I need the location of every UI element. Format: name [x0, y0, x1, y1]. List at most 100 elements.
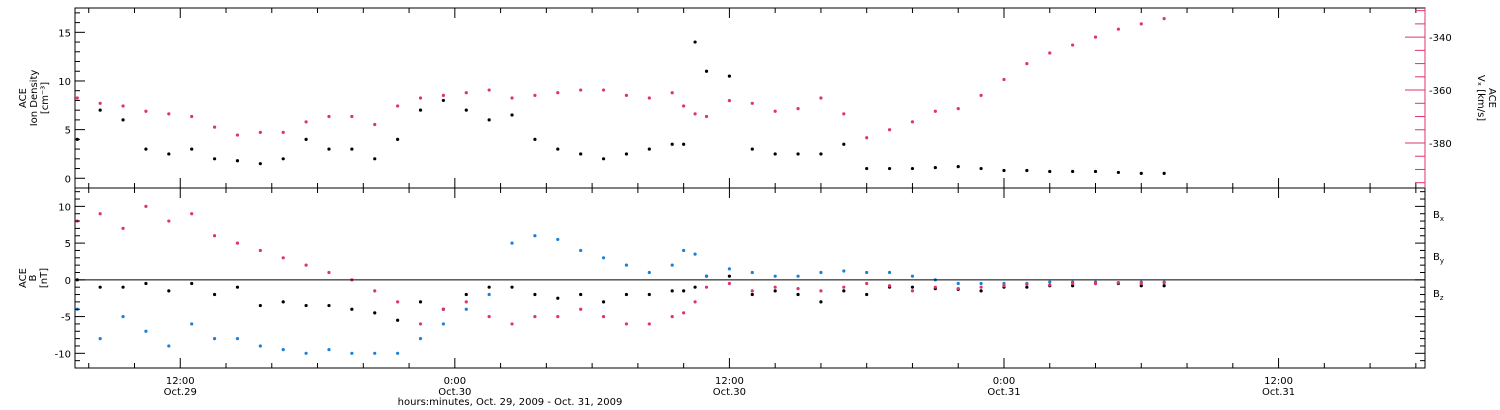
density-ylabel: ACE Ion Density [cm⁻³] [18, 70, 51, 127]
field-point-by [350, 351, 354, 355]
density-point [842, 142, 846, 146]
density-point [212, 157, 217, 161]
density-point [647, 147, 651, 151]
velocity-point [647, 96, 651, 100]
velocity-point [1093, 35, 1098, 39]
legend-by-base: B [1433, 252, 1440, 263]
field-point-by [624, 263, 629, 267]
field-point-bx [682, 289, 686, 293]
field-point-bx [693, 285, 697, 289]
field-point-bz [601, 314, 606, 319]
field-point-by [167, 344, 171, 348]
density-point [727, 74, 732, 78]
density-point [533, 137, 537, 141]
velocity-point [144, 109, 148, 113]
legend-bz: Bz [1433, 289, 1444, 302]
velocity-point [396, 104, 400, 108]
field-point-by [510, 241, 514, 245]
density-point [933, 165, 937, 170]
velocity-point [190, 114, 194, 119]
field-point-by [487, 292, 491, 297]
field-point-bx [533, 292, 537, 297]
velocity-y-tick-label: -360 [1429, 86, 1452, 97]
x-tick-label-date: Oct.31 [987, 387, 1020, 398]
velocity-point [887, 128, 892, 132]
legend-by: By [1433, 252, 1444, 265]
velocity-point [235, 133, 240, 137]
density-point [235, 159, 240, 163]
velocity-point [727, 99, 732, 103]
density-point [487, 118, 491, 122]
field-point-bz [258, 248, 262, 253]
field-point-bz [1116, 281, 1120, 285]
field-point-by [533, 234, 537, 238]
density-point [167, 152, 171, 156]
density-point [350, 147, 354, 151]
field-point-bx [842, 289, 846, 293]
field-point-bz [842, 285, 846, 289]
velocity-point [98, 101, 102, 105]
velocity-point [796, 106, 800, 111]
density-point [144, 147, 148, 151]
field-point-by [327, 348, 331, 352]
legend-bx: Bx [1433, 210, 1444, 223]
density-point [1048, 169, 1052, 174]
density-ylabel-line2: Ion Density [29, 70, 40, 127]
field-point-bz [1093, 281, 1098, 286]
density-point [956, 164, 960, 169]
density-point [464, 108, 468, 112]
field-point-bx [98, 285, 102, 289]
field-point-by [235, 337, 240, 341]
field-point-bx [819, 300, 823, 304]
field-point-by [121, 314, 125, 319]
density-ylabel-line3: [cm⁻³] [40, 82, 51, 114]
field-legend: Bx By Bz [1433, 210, 1444, 302]
density-point [327, 147, 331, 151]
field-point-by [190, 322, 194, 326]
field-point-bx [281, 300, 285, 304]
field-point-by [704, 274, 709, 278]
legend-bz-base: B [1433, 289, 1440, 300]
density-point [693, 40, 697, 44]
velocity-point [670, 91, 674, 95]
field-point-bx [796, 292, 800, 297]
density-point [910, 166, 915, 171]
density-point [510, 113, 514, 117]
density-point [556, 147, 560, 151]
velocity-point [1116, 27, 1120, 31]
density-point [979, 166, 983, 171]
density-point [819, 152, 823, 156]
field-point-by [281, 348, 285, 352]
field-point-bx [510, 285, 514, 289]
density-point [396, 137, 400, 141]
field-point-by [979, 281, 983, 286]
velocity-point [258, 130, 262, 135]
density-point [1162, 171, 1166, 176]
field-point-bz [1139, 281, 1143, 286]
velocity-point [373, 122, 377, 127]
field-point-by [647, 270, 651, 275]
x-tick-label-date: Oct.30 [438, 387, 471, 398]
field-point-bz [670, 314, 674, 319]
field-y-tick-label: 10 [58, 202, 71, 213]
axes-layer: 12:00Oct.290:00Oct.3012:00Oct.300:00Oct.… [55, 8, 1452, 398]
density-point [121, 118, 125, 122]
density-point [304, 137, 308, 141]
field-point-by [212, 337, 217, 341]
density-point [670, 142, 674, 146]
velocity-point [418, 96, 423, 100]
field-point-by [727, 267, 732, 271]
field-point-bx [235, 285, 240, 289]
x-tick-label-time: 12:00 [166, 376, 195, 387]
field-point-bx [865, 292, 869, 297]
field-point-by [464, 307, 468, 311]
field-point-by [670, 263, 674, 267]
field-point-bz [281, 256, 285, 260]
field-point-bz [441, 307, 445, 311]
field-point-bz [647, 322, 651, 326]
velocity-point [819, 96, 823, 100]
density-point [1025, 168, 1029, 173]
field-point-bz [773, 285, 777, 289]
velocity-point [487, 88, 491, 92]
x-tick-label-date: Oct.31 [1262, 387, 1295, 398]
